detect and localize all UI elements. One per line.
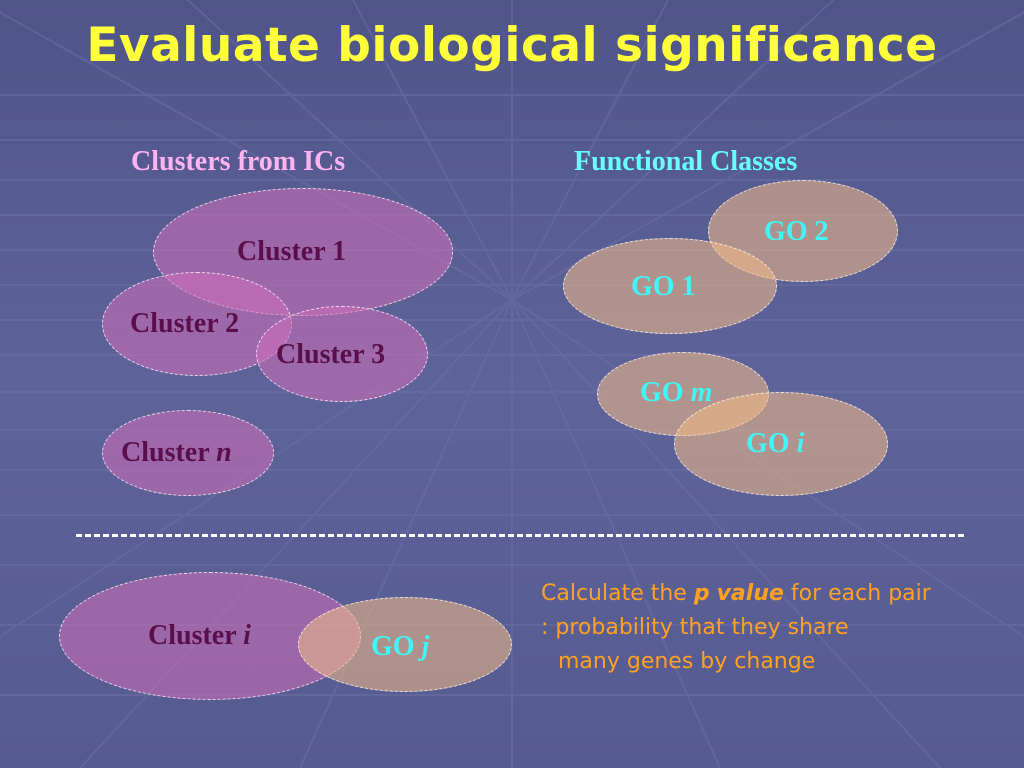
go-j-var: j	[421, 631, 430, 662]
functional-classes-heading: Functional Classes	[574, 146, 798, 177]
calc-p-symbol: p	[693, 581, 710, 606]
calc-line-2: : probability that they share	[541, 615, 849, 640]
go-i-prefix: GO	[746, 428, 790, 459]
cluster-i-prefix: Cluster	[148, 620, 237, 651]
clusters-heading: Clusters from ICs	[131, 146, 346, 177]
cluster-n-prefix: Cluster	[121, 437, 210, 468]
go-1-label: GO 1	[631, 271, 696, 302]
calc-line1-pre: Calculate the	[541, 581, 694, 606]
calc-value-word: value	[716, 581, 784, 606]
go-m-var: m	[690, 377, 713, 408]
cluster-n-ellipse	[102, 410, 274, 496]
dashed-divider	[76, 534, 964, 537]
go-1-ellipse	[563, 238, 777, 334]
cluster-n-var: n	[216, 437, 232, 468]
cluster-3-ellipse	[256, 306, 428, 402]
go-j-ellipse	[298, 597, 512, 692]
calc-line-3: many genes by change	[558, 649, 816, 674]
go-m-prefix: GO	[640, 377, 684, 408]
go-m-label: GO m	[640, 377, 712, 409]
cluster-1-label: Cluster 1	[237, 236, 347, 267]
go-j-prefix: GO	[371, 631, 415, 662]
calc-line1-post: for each pair	[783, 581, 931, 606]
go-2-label: GO 2	[764, 216, 829, 247]
cluster-i-label: Cluster i	[148, 620, 251, 652]
go-i-label: GO i	[746, 428, 804, 460]
go-i-ellipse	[674, 392, 888, 496]
cluster-3-label: Cluster 3	[276, 339, 386, 370]
cluster-2-label: Cluster 2	[130, 308, 240, 339]
cluster-i-var: i	[243, 620, 251, 651]
p-value-description: Calculate the p value for each pair : pr…	[541, 577, 1011, 679]
cluster-n-label: Cluster n	[121, 437, 232, 469]
go-j-label: GO j	[371, 631, 429, 663]
page-title: Evaluate biological significance	[86, 18, 938, 73]
calc-line-1: Calculate the p value for each pair	[541, 577, 1011, 611]
go-i-var: i	[796, 428, 805, 459]
